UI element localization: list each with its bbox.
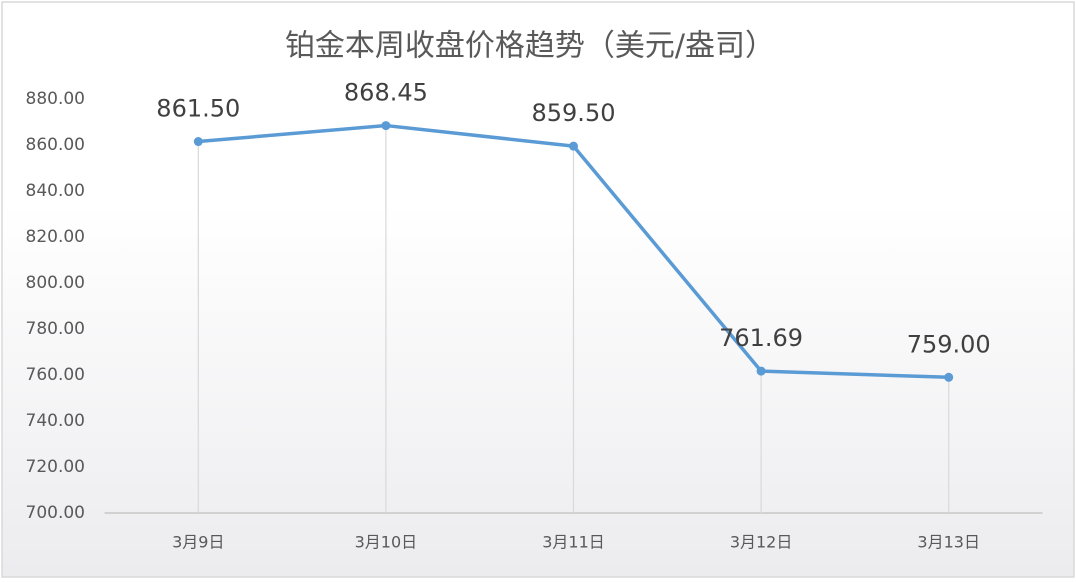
data-point: [944, 372, 954, 382]
data-point: [193, 137, 203, 147]
y-tick-label: 720.00: [26, 457, 85, 477]
data-label: 861.50: [156, 95, 240, 123]
y-tick-label: 740.00: [26, 411, 85, 431]
data-label: 868.45: [344, 79, 428, 107]
x-tick-label: 3月12日: [730, 533, 793, 552]
data-label: 761.69: [719, 324, 803, 352]
data-point: [381, 121, 391, 131]
x-tick-label: 3月13日: [917, 533, 980, 552]
x-tick-label: 3月9日: [172, 533, 224, 552]
y-tick-label: 760.00: [26, 365, 85, 385]
y-tick-label: 780.00: [26, 319, 85, 339]
data-point: [756, 366, 766, 376]
y-tick-label: 840.00: [26, 181, 85, 201]
data-point: [569, 141, 578, 151]
y-tick-label: 700.00: [26, 503, 85, 523]
chart-title: 铂金本周收盘价格趋势（美元/盎司）: [285, 29, 775, 64]
y-tick-label: 800.00: [26, 273, 85, 293]
data-label: 859.50: [532, 99, 616, 127]
y-tick-label: 820.00: [26, 227, 85, 247]
x-tick-label: 3月11日: [542, 533, 605, 552]
data-label: 759.00: [907, 330, 991, 358]
y-tick-label: 860.00: [26, 135, 85, 155]
x-tick-label: 3月10日: [355, 533, 418, 552]
y-tick-label: 880.00: [26, 89, 85, 109]
